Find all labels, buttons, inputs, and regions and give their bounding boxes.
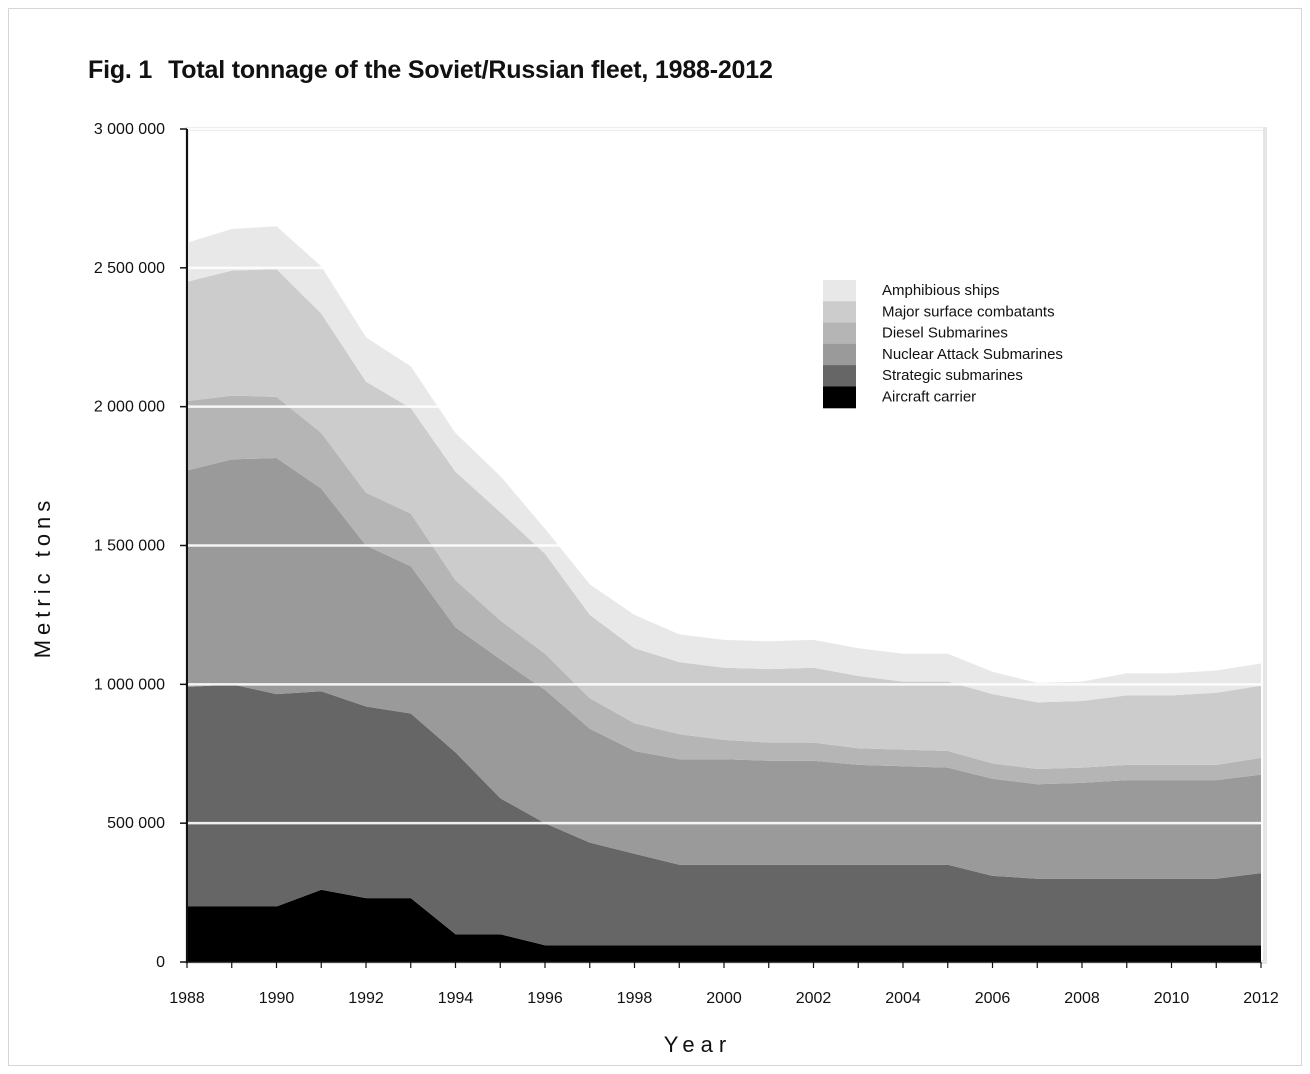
y-tick-label: 3 000 000	[94, 121, 165, 138]
x-tick-label: 2002	[796, 990, 832, 1007]
x-tick-label: 1998	[617, 990, 653, 1007]
chart-title: Fig. 1 Total tonnage of the Soviet/Russia…	[88, 56, 773, 85]
legend-label: Diesel Submarines	[882, 325, 1008, 342]
area-nuclear-attack-submarines	[187, 458, 1261, 879]
x-tick-label: 2000	[706, 990, 742, 1007]
x-tick-label: 1994	[438, 990, 474, 1007]
x-axis-label: Year	[664, 1032, 732, 1057]
y-tick-label: 0	[156, 954, 165, 971]
y-tick-label: 2 000 000	[94, 399, 165, 416]
legend-swatch	[823, 322, 856, 345]
y-axis-ticks: 0 500 000 1 000 000 1 500 000 2 000 000 2 500…	[94, 121, 187, 971]
legend: Amphibious ships Major surface combatants…	[823, 280, 1063, 409]
x-tick-label: 2010	[1154, 990, 1190, 1007]
legend-swatch	[823, 365, 856, 387]
legend-label: Amphibious ships	[882, 282, 1000, 299]
y-axis-label: Metric tons	[30, 496, 55, 659]
area-major-surface-combatants	[187, 269, 1261, 769]
y-tick-label: 1 000 000	[94, 676, 165, 693]
y-tick-label: 1 500 000	[94, 538, 165, 555]
x-axis-ticks: 1988 1990 1992 1994 1996 1998 2000 2002 2004 2006…	[169, 962, 1279, 1007]
figure-label: Fig. 1	[88, 56, 153, 84]
x-tick-label: 2012	[1243, 990, 1279, 1007]
legend-label: Nuclear Attack Submarines	[882, 346, 1063, 363]
area-diesel-submarines	[187, 395, 1261, 785]
legend-label: Strategic submarines	[882, 367, 1023, 384]
x-tick-label: 1992	[348, 990, 384, 1007]
area-series	[187, 226, 1261, 962]
legend-swatch	[823, 343, 856, 366]
x-tick-label: 2004	[885, 990, 921, 1007]
figure-title: Total tonnage of the Soviet/Russian flee…	[168, 56, 773, 84]
legend-label: Major surface combatants	[882, 303, 1055, 320]
area-aircraft-carrier	[187, 889, 1261, 962]
legend-swatch	[823, 301, 856, 324]
x-tick-label: 2006	[975, 990, 1011, 1007]
legend-swatch	[823, 386, 856, 409]
area-strategic-submarines	[187, 684, 1261, 946]
x-tick-label: 1988	[169, 990, 205, 1007]
y-tick-label: 2 500 000	[94, 260, 165, 277]
legend-label: Aircraft carrier	[882, 389, 976, 406]
x-tick-label: 1996	[527, 990, 563, 1007]
y-tick-label: 500 000	[107, 815, 165, 832]
legend-swatch	[823, 280, 856, 302]
x-tick-label: 1990	[259, 990, 295, 1007]
area-amphibious-ships	[187, 226, 1261, 703]
gridlines	[187, 127, 1263, 825]
x-tick-label: 2008	[1064, 990, 1100, 1007]
